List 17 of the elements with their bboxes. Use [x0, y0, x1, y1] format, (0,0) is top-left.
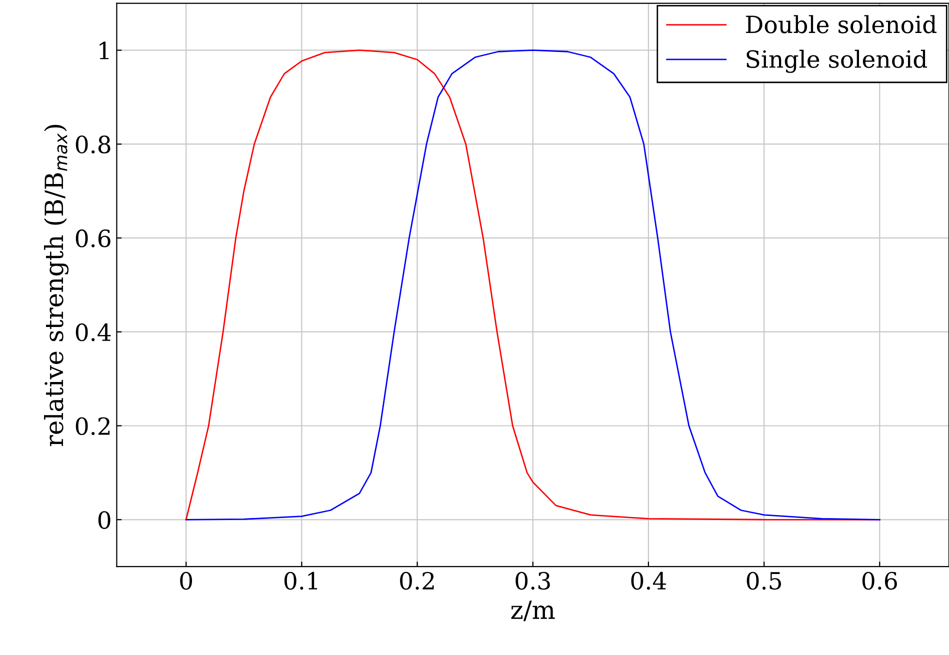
x-tick-label: 0.5	[746, 572, 782, 590]
x-axis-title: z/m	[511, 600, 555, 622]
x-tick-label: 0	[180, 572, 192, 590]
x-tick-label: 0.1	[284, 572, 318, 590]
y-tick-label: 0.4	[76, 323, 111, 342]
x-tick-label: 0.4	[631, 572, 666, 590]
y-tick-label: 1	[100, 42, 109, 60]
legend-label: Single solenoid	[746, 50, 928, 73]
y-tick-label: 0.2	[76, 417, 110, 436]
y-tick-label: 0.6	[76, 229, 110, 248]
x-tick-label: 0.3	[516, 572, 550, 590]
x-tick-label: 0.6	[862, 572, 897, 590]
y-axis-title: relative strength (B/B$_{max}$)	[44, 124, 69, 446]
y-tick-label: 0.8	[76, 136, 110, 154]
x-tick-label: 0.2	[400, 572, 434, 590]
legend-label: Double solenoid	[746, 15, 936, 34]
y-tick-label: 0	[98, 511, 110, 529]
